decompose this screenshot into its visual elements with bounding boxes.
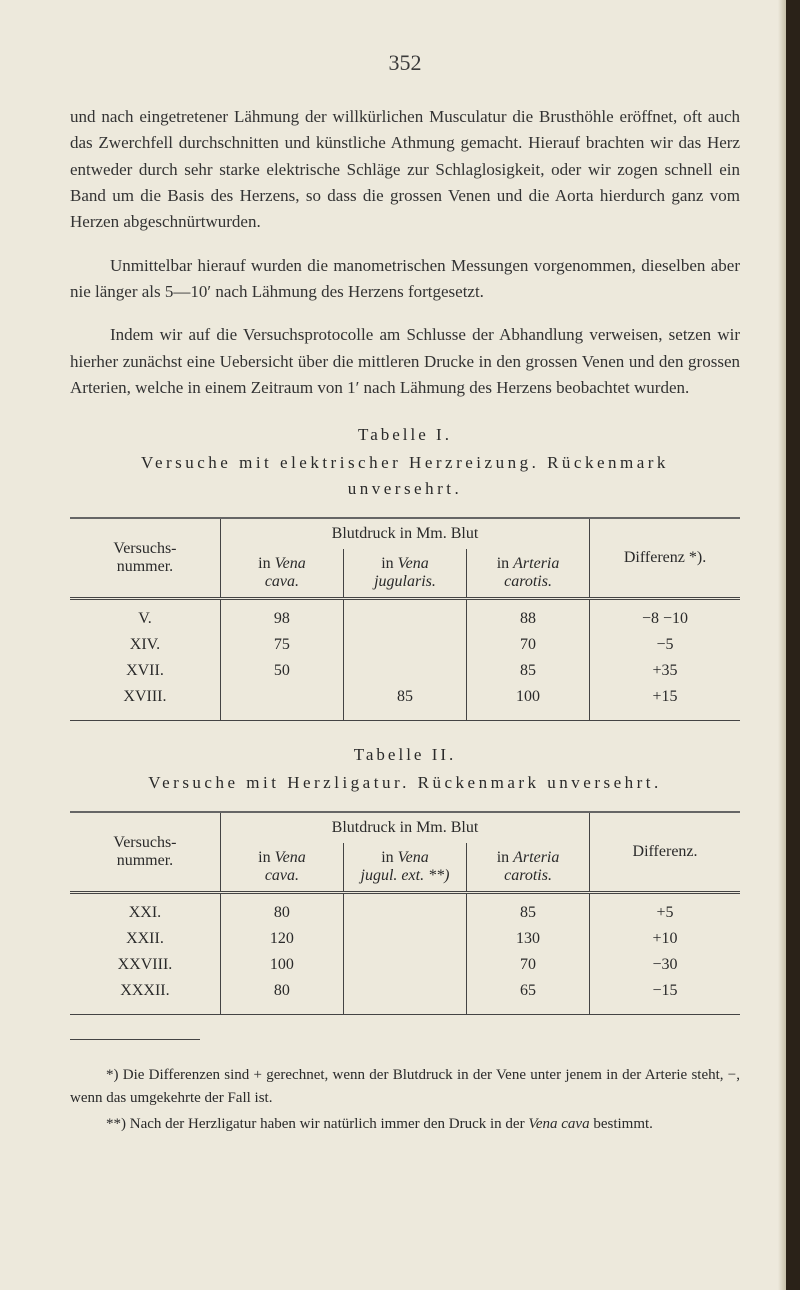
table1-header-blut: Blutdruck in Mm. Blut — [220, 518, 589, 549]
table1-caption: Versuche mit elektrischer Herzreizung. R… — [70, 453, 740, 473]
table-cell: −15 — [590, 978, 740, 1015]
table-row: XXVIII. — [70, 952, 220, 978]
table2-header-diff: Differenz. — [590, 812, 740, 893]
footnote-2b: Vena cava — [528, 1116, 589, 1132]
table2-cava-l2: cava. — [265, 867, 299, 884]
table1-versuchs-l2: nummer. — [117, 558, 173, 575]
footnote-rule — [70, 1039, 200, 1040]
table2-jug-l2: jugul. ext. **) — [361, 867, 450, 884]
table-row: XVIII. — [70, 684, 220, 721]
table1-art-l2: carotis. — [504, 573, 552, 590]
table-cell: 85 — [467, 893, 590, 927]
table-row: XIV. — [70, 632, 220, 658]
table-cell: +10 — [590, 926, 740, 952]
table-cell — [343, 632, 466, 658]
table1-cava-l2: cava. — [265, 573, 299, 590]
table-cell — [343, 978, 466, 1015]
table-cell: −30 — [590, 952, 740, 978]
table-cell: 70 — [467, 952, 590, 978]
table2-label: Tabelle II. — [70, 745, 740, 765]
table-cell: 65 — [467, 978, 590, 1015]
table-cell — [343, 952, 466, 978]
table2-art-l1: in Arteria — [497, 849, 560, 866]
book-binding-edge — [786, 0, 800, 1290]
table2-jug-l1: in Vena — [381, 849, 429, 866]
table-cell: 50 — [220, 658, 343, 684]
table-cell: +15 — [590, 684, 740, 721]
table1-art-l1: in Arteria — [497, 555, 560, 572]
table2-sub-jug: in Vena jugul. ext. **) — [343, 843, 466, 893]
table2-versuchs-l1: Versuchs- — [113, 834, 176, 851]
paragraph-2: Unmittelbar hierauf wurden die manometri… — [70, 253, 740, 306]
table1: Versuchs- nummer. Blutdruck in Mm. Blut … — [70, 517, 740, 721]
table2-versuchs-l2: nummer. — [117, 852, 173, 869]
table2-caption: Versuche mit Herzligatur. Rückenmark unv… — [70, 773, 740, 793]
table1-caption-sub: unversehrt. — [70, 479, 740, 499]
table-cell: 80 — [220, 893, 343, 927]
footnote-2c: bestimmt. — [590, 1116, 653, 1132]
table-cell: −5 — [590, 632, 740, 658]
table-cell: 85 — [343, 684, 466, 721]
table-cell — [220, 684, 343, 721]
table-row: XXII. — [70, 926, 220, 952]
table-cell — [343, 658, 466, 684]
table1-header-versuchs: Versuchs- nummer. — [70, 518, 220, 599]
table2-header-blut: Blutdruck in Mm. Blut — [220, 812, 589, 843]
table-cell: 75 — [220, 632, 343, 658]
table-cell: 100 — [467, 684, 590, 721]
table2-sub-cava: in Vena cava. — [220, 843, 343, 893]
table-cell: 98 — [220, 599, 343, 633]
table-cell — [343, 926, 466, 952]
page-edge-shadow — [778, 0, 786, 1290]
table1-versuchs-l1: Versuchs- — [113, 540, 176, 557]
table1-header-diff: Differenz *). — [590, 518, 740, 599]
footnote-2a: **) Nach der Herzligatur haben wir natür… — [106, 1116, 528, 1132]
table-row: XVII. — [70, 658, 220, 684]
table1-label: Tabelle I. — [70, 425, 740, 445]
table-cell — [343, 599, 466, 633]
table-cell: +5 — [590, 893, 740, 927]
paragraph-1: und nach eingetretener Lähmung der willk… — [70, 104, 740, 236]
footnote-2: **) Nach der Herzligatur haben wir natür… — [70, 1113, 740, 1136]
table-cell: 120 — [220, 926, 343, 952]
table-cell: +35 — [590, 658, 740, 684]
table1-jug-l1: in Vena — [381, 555, 429, 572]
table1-jug-l2: jugularis. — [374, 573, 436, 590]
table-cell: 130 — [467, 926, 590, 952]
table-cell: 88 — [467, 599, 590, 633]
table-row: XXXII. — [70, 978, 220, 1015]
footnote-1: *) Die Differenzen sind + gerechnet, wen… — [70, 1064, 740, 1109]
table-row: XXI. — [70, 893, 220, 927]
table-cell: 80 — [220, 978, 343, 1015]
table1-cava-l1: in Vena — [258, 555, 306, 572]
table-cell: 70 — [467, 632, 590, 658]
table1-sub-art: in Arteria carotis. — [467, 549, 590, 599]
table1-sub-cava: in Vena cava. — [220, 549, 343, 599]
table-cell: 100 — [220, 952, 343, 978]
table-row: V. — [70, 599, 220, 633]
table2-header-versuchs: Versuchs- nummer. — [70, 812, 220, 893]
page-number: 352 — [70, 50, 740, 76]
table-cell: 85 — [467, 658, 590, 684]
table2-sub-art: in Arteria carotis. — [467, 843, 590, 893]
table-cell: −8 −10 — [590, 599, 740, 633]
footnotes: *) Die Differenzen sind + gerechnet, wen… — [70, 1050, 740, 1136]
paragraph-3: Indem wir auf die Versuchsprotocolle am … — [70, 322, 740, 401]
table-cell — [343, 893, 466, 927]
table2-art-l2: carotis. — [504, 867, 552, 884]
table1-sub-jug: in Vena jugularis. — [343, 549, 466, 599]
table2-cava-l1: in Vena — [258, 849, 306, 866]
page-container: 352 und nach eingetretener Lähmung der w… — [0, 0, 800, 1290]
table2: Versuchs- nummer. Blutdruck in Mm. Blut … — [70, 811, 740, 1015]
